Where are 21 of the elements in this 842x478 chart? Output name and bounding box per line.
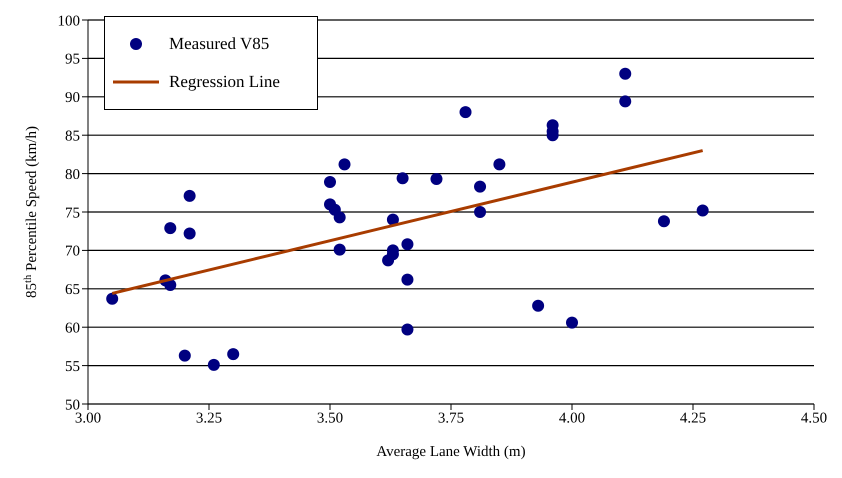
x-tick-label: 4.25 bbox=[680, 410, 706, 427]
y-tick-label: 75 bbox=[65, 205, 80, 222]
x-tick-label: 3.00 bbox=[74, 410, 102, 427]
legend-label: Regression Line bbox=[169, 71, 280, 93]
y-tick-label: 100 bbox=[58, 13, 80, 30]
y-tick-label: 80 bbox=[65, 166, 80, 183]
x-axis-title: Average Lane Width (m) bbox=[376, 444, 526, 460]
y-tick-label: 55 bbox=[65, 358, 80, 375]
legend-label: Measured V85 bbox=[169, 33, 270, 55]
y-tick-label: 50 bbox=[65, 397, 80, 414]
y-tick-label: 85 bbox=[65, 128, 80, 145]
x-tick-label: 4.50 bbox=[800, 410, 828, 427]
y-tick-label: 95 bbox=[65, 52, 80, 68]
x-tick-label: 3.75 bbox=[438, 410, 464, 427]
y-tick-label: 65 bbox=[65, 282, 80, 298]
x-tick-label: 3.50 bbox=[316, 410, 344, 427]
y-tick-label: 60 bbox=[65, 320, 80, 337]
x-tick-label: 3.25 bbox=[196, 410, 222, 427]
x-tick-label: 4.00 bbox=[558, 410, 586, 427]
y-tick-label: 70 bbox=[65, 244, 80, 260]
y-tick-label: 90 bbox=[65, 90, 80, 106]
